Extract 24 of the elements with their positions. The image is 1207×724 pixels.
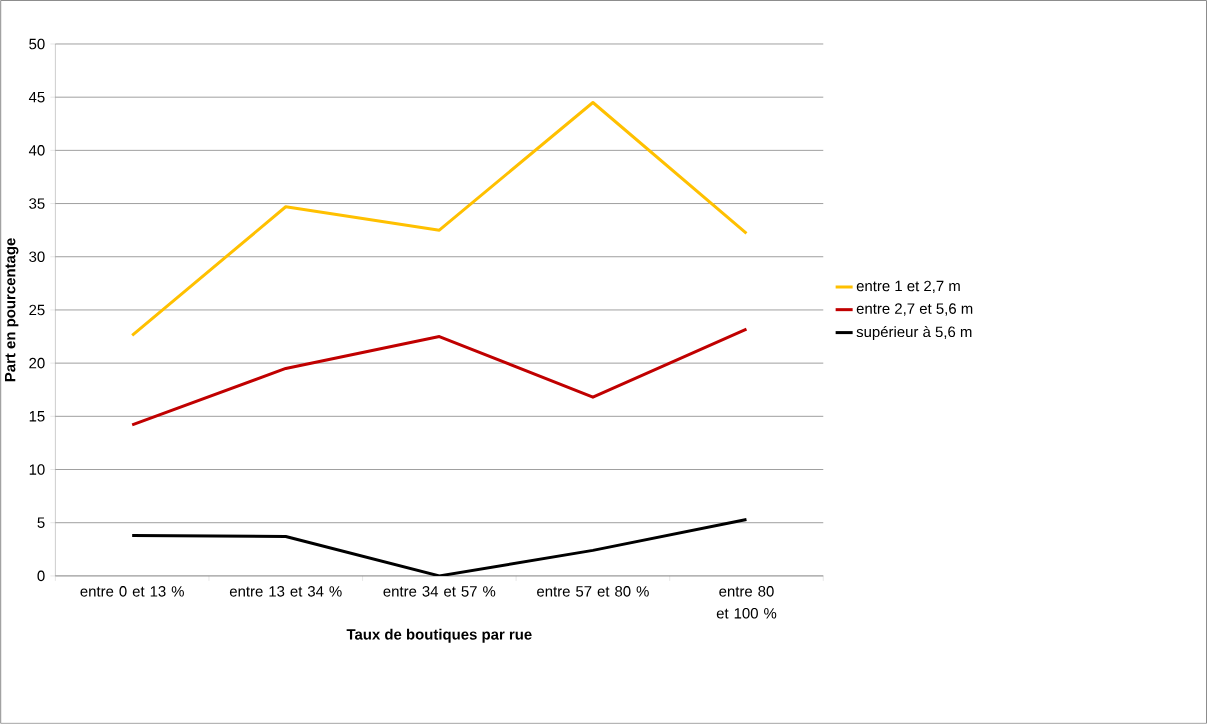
- legend-label: supérieur à 5,6 m: [856, 326, 972, 341]
- x-tick-label: entre 80 et 100 %: [716, 586, 777, 619]
- line-series: [130, 327, 748, 427]
- x-tick-label: entre 13 et 34 %: [229, 586, 342, 597]
- y-tick-label: 10: [29, 464, 45, 475]
- y-tick-label: 5: [37, 517, 45, 528]
- y-tick-label: 20: [29, 357, 45, 369]
- x-tick-label: entre 34 et 57 %: [383, 586, 496, 597]
- y-tick-label: 15: [29, 411, 45, 422]
- y-axis-title: Part en pourcentage: [4, 238, 19, 382]
- y-tick-label: 0: [37, 570, 45, 582]
- legend-label: entre 2,7 et 5,6 m: [856, 303, 973, 316]
- x-axis-title: Taux de boutiques par rue: [346, 628, 532, 643]
- y-tick-label: 25: [29, 304, 45, 316]
- y-tick-label: 50: [29, 38, 45, 50]
- y-tick-label: 35: [29, 198, 45, 209]
- y-tick-label: 30: [29, 251, 45, 263]
- x-tick-label: entre 57 et 80 %: [537, 586, 649, 597]
- x-tick-label: entre 0 et 13 %: [80, 586, 184, 597]
- y-tick-label: 40: [28, 145, 45, 156]
- line-series: [130, 518, 748, 576]
- y-tick-label: 45: [28, 92, 45, 103]
- legend-label: entre 1 et 2,7 m: [856, 280, 960, 294]
- line-series: [130, 101, 748, 338]
